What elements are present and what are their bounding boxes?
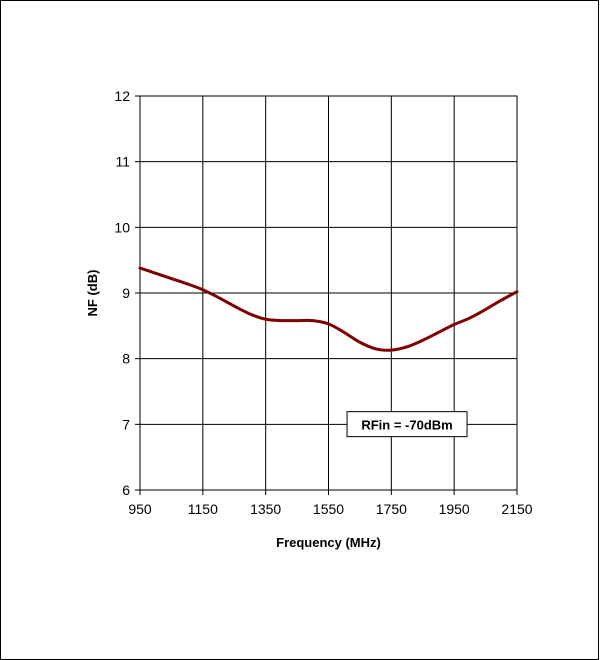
nf-series-line	[138, 266, 519, 352]
x-tick-label-950: 950	[128, 501, 152, 517]
y-axis-label: NF (dB)	[85, 270, 100, 317]
y-axis-ticks: 6 7 8 9 10 11 12	[114, 88, 140, 498]
x-tick-label-1550: 1550	[313, 501, 344, 517]
x-tick-label-1950: 1950	[439, 501, 470, 517]
annotation-box: RFin = -70dBm	[346, 411, 468, 438]
x-axis-ticks: 950 1150 1350 1550 1750 1950 2150	[128, 490, 533, 517]
y-tick-label-12: 12	[114, 88, 130, 104]
y-tick-label-7: 7	[122, 416, 130, 432]
x-tick-label-1150: 1150	[188, 501, 218, 517]
y-tick-label-11: 11	[115, 154, 130, 170]
y-tick-label-6: 6	[122, 482, 130, 498]
y-tick-label-8: 8	[122, 351, 130, 367]
x-axis-label: Frequency (MHz)	[276, 535, 381, 550]
y-tick-label-10: 10	[114, 219, 130, 235]
grid	[139, 95, 518, 491]
x-tick-label-1750: 1750	[376, 501, 407, 517]
x-tick-label-2150: 2150	[501, 501, 532, 517]
x-tick-label-1350: 1350	[250, 501, 281, 517]
y-tick-label-9: 9	[122, 285, 130, 301]
annotation-text: RFin = -70dBm	[361, 418, 452, 433]
noise-figure-chart: 6 7 8 9 10 11 12 950 1150 1350 1550 1750 1950 2150 F…	[85, 88, 533, 550]
